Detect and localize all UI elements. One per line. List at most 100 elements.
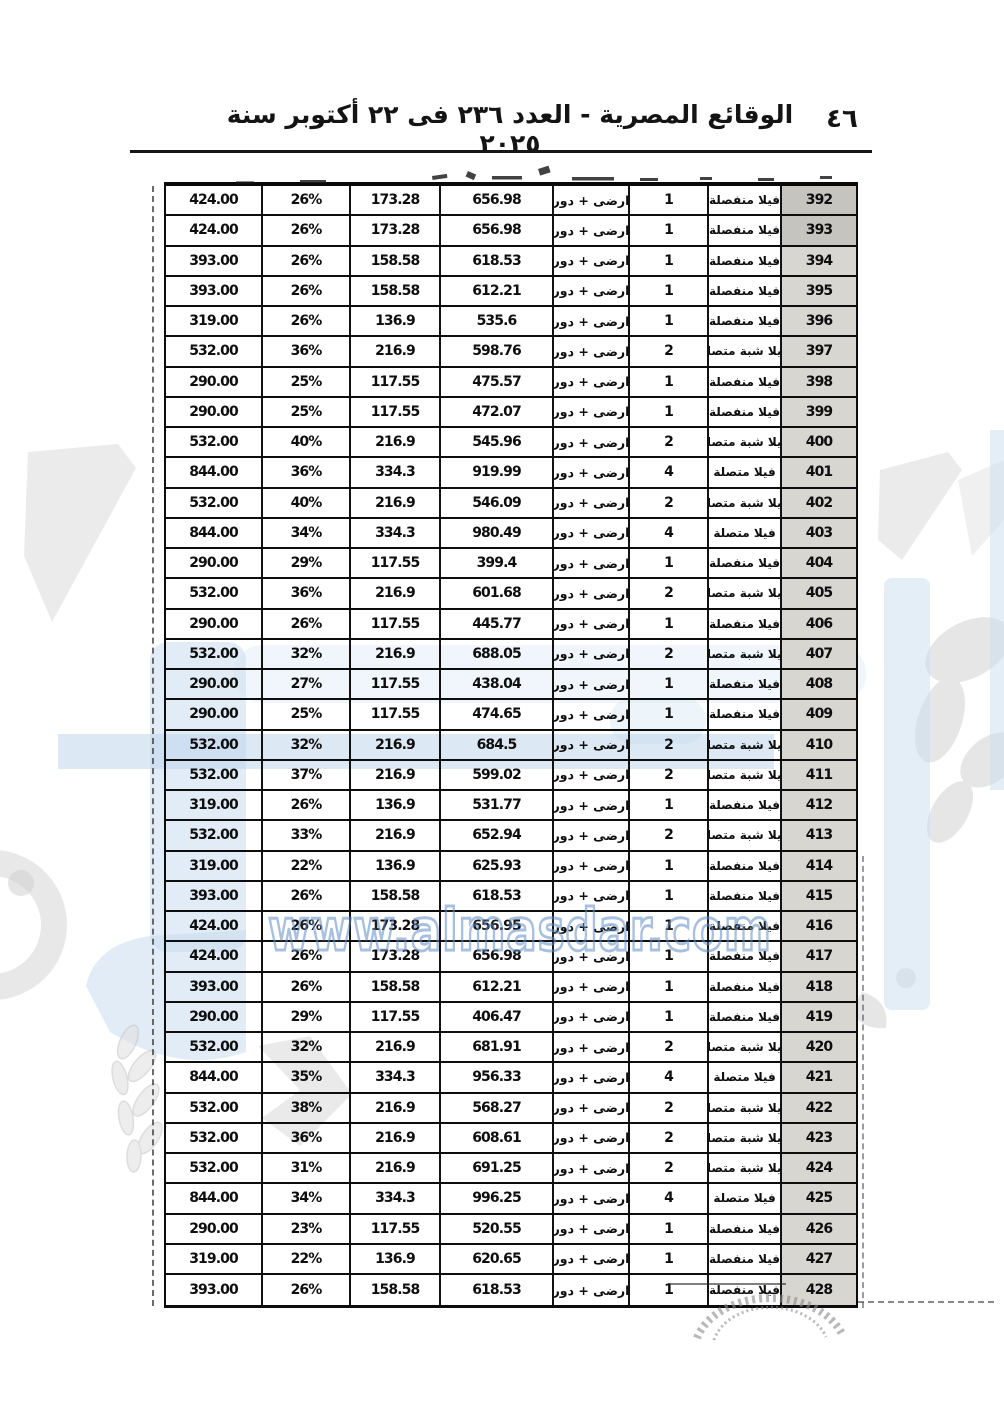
cell-floors: ارضى + دور xyxy=(554,1184,630,1213)
cell-land-area: 532.00 xyxy=(166,821,263,850)
cell-row-number: 418 xyxy=(782,972,856,1001)
cell-row-number: 423 xyxy=(782,1123,856,1152)
cell-villa-type: فيلا منفصلة xyxy=(709,791,782,820)
laurel-branch-watermark xyxy=(111,1024,163,1173)
table-row: 424.00 26% 173.28 656.95 ارضى + دور 1 في… xyxy=(166,912,856,943)
cell-row-number: 399 xyxy=(782,397,856,426)
cell-land-area: 532.00 xyxy=(166,639,263,668)
table-row: 532.00 32% 216.9 684.5 ارضى + دور 2 فيلا… xyxy=(166,730,856,761)
cell-floor-area: 136.9 xyxy=(351,307,441,336)
table-row: 393.00 26% 158.58 618.53 ارضى + دور 1 في… xyxy=(166,1275,856,1306)
cell-total-area: 656.95 xyxy=(441,912,554,941)
page-number: ٤٦ xyxy=(826,104,858,134)
cell-units: 1 xyxy=(630,670,709,699)
cell-row-number: 416 xyxy=(782,912,856,941)
cell-row-number: 409 xyxy=(782,700,856,729)
cell-villa-type: فيلا شبة متصلة xyxy=(709,337,782,366)
cell-floors: ارضى + دور xyxy=(554,881,630,910)
cell-total-area: 445.77 xyxy=(441,609,554,638)
cell-units: 4 xyxy=(630,518,709,547)
cell-floors: ارضى + دور xyxy=(554,700,630,729)
cell-floors: ارضى + دور xyxy=(554,851,630,880)
cell-total-area: 520.55 xyxy=(441,1214,554,1243)
cell-floor-area: 117.55 xyxy=(351,700,441,729)
cell-units: 1 xyxy=(630,367,709,396)
cell-floors: ارضى + دور xyxy=(554,791,630,820)
cell-row-number: 406 xyxy=(782,609,856,638)
cell-floor-area: 334.3 xyxy=(351,1063,441,1092)
cell-units: 1 xyxy=(630,881,709,910)
cell-units: 2 xyxy=(630,1033,709,1062)
cell-floor-area: 117.55 xyxy=(351,1214,441,1243)
watermark-gray-ribbon-left xyxy=(24,444,136,622)
cell-units: 1 xyxy=(630,942,709,971)
cell-land-area: 532.00 xyxy=(166,488,263,517)
cell-floor-area: 173.28 xyxy=(351,216,441,245)
cell-villa-type: فيلا منفصلة xyxy=(709,609,782,638)
cell-land-area: 319.00 xyxy=(166,851,263,880)
cell-floors: ارضى + دور xyxy=(554,1002,630,1031)
cell-units: 4 xyxy=(630,458,709,487)
cell-total-area: 474.65 xyxy=(441,700,554,729)
cell-villa-type: فيلا شبة متصلة xyxy=(709,428,782,457)
cell-row-number: 392 xyxy=(782,186,856,215)
table-row: 290.00 27% 117.55 438.04 ارضى + دور 1 في… xyxy=(166,670,856,701)
cell-units: 1 xyxy=(630,851,709,880)
cell-floor-area: 117.55 xyxy=(351,1002,441,1031)
cell-floor-area: 216.9 xyxy=(351,428,441,457)
cell-total-area: 601.68 xyxy=(441,579,554,608)
page-header-title: الوقائع المصرية - العدد ٢٣٦ فى ٢٢ أكتوبر… xyxy=(226,100,794,158)
cell-build-percent: 26% xyxy=(263,186,351,215)
cell-floor-area: 158.58 xyxy=(351,1275,441,1306)
cell-floors: ارضى + دور xyxy=(554,670,630,699)
cell-villa-type: فيلا منفصلة xyxy=(709,397,782,426)
cell-row-number: 401 xyxy=(782,458,856,487)
table-row: 532.00 36% 216.9 598.76 ارضى + دور 2 فيل… xyxy=(166,337,856,368)
cell-total-area: 919.99 xyxy=(441,458,554,487)
cell-total-area: 980.49 xyxy=(441,518,554,547)
cell-units: 1 xyxy=(630,276,709,305)
cell-villa-type: فيلا منفصلة xyxy=(709,186,782,215)
cell-total-area: 652.94 xyxy=(441,821,554,850)
cell-floor-area: 334.3 xyxy=(351,458,441,487)
cell-land-area: 532.00 xyxy=(166,337,263,366)
cell-build-percent: 26% xyxy=(263,791,351,820)
cell-floor-area: 117.55 xyxy=(351,609,441,638)
cell-villa-type: فيلا شبة متصلة xyxy=(709,1154,782,1183)
cell-build-percent: 40% xyxy=(263,428,351,457)
cell-floors: ارضى + دور xyxy=(554,216,630,245)
cell-total-area: 406.47 xyxy=(441,1002,554,1031)
cell-row-number: 419 xyxy=(782,1002,856,1031)
cell-total-area: 620.65 xyxy=(441,1244,554,1273)
cell-villa-type: فيلا شبة متصلة xyxy=(709,730,782,759)
cell-land-area: 290.00 xyxy=(166,609,263,638)
cell-floor-area: 216.9 xyxy=(351,821,441,850)
cell-units: 4 xyxy=(630,1063,709,1092)
cell-build-percent: 23% xyxy=(263,1214,351,1243)
header-rule xyxy=(130,150,872,153)
table-row: 290.00 25% 117.55 474.65 ارضى + دور 1 في… xyxy=(166,700,856,731)
cell-villa-type: فيلا منفصلة xyxy=(709,549,782,578)
cell-floors: ارضى + دور xyxy=(554,972,630,1001)
cell-row-number: 420 xyxy=(782,1033,856,1062)
cell-floor-area: 216.9 xyxy=(351,1154,441,1183)
cell-land-area: 424.00 xyxy=(166,942,263,971)
cell-row-number: 428 xyxy=(782,1275,856,1306)
cell-floor-area: 117.55 xyxy=(351,397,441,426)
table-row: 532.00 36% 216.9 608.61 ارضى + دور 2 فيل… xyxy=(166,1123,856,1154)
cell-units: 1 xyxy=(630,700,709,729)
table-row: 319.00 26% 136.9 531.77 ارضى + دور 1 فيل… xyxy=(166,791,856,822)
cell-row-number: 421 xyxy=(782,1063,856,1092)
cell-build-percent: 26% xyxy=(263,972,351,1001)
cell-row-number: 404 xyxy=(782,549,856,578)
cell-total-area: 625.93 xyxy=(441,851,554,880)
table-row: 393.00 26% 158.58 612.21 ارضى + دور 1 في… xyxy=(166,276,856,307)
cell-land-area: 319.00 xyxy=(166,307,263,336)
cell-villa-type: فيلا متصلة xyxy=(709,1184,782,1213)
cell-units: 2 xyxy=(630,488,709,517)
cell-build-percent: 37% xyxy=(263,760,351,789)
bottom-dashed-extension xyxy=(858,1301,994,1303)
cell-villa-type: فيلا متصلة xyxy=(709,458,782,487)
cell-land-area: 532.00 xyxy=(166,428,263,457)
